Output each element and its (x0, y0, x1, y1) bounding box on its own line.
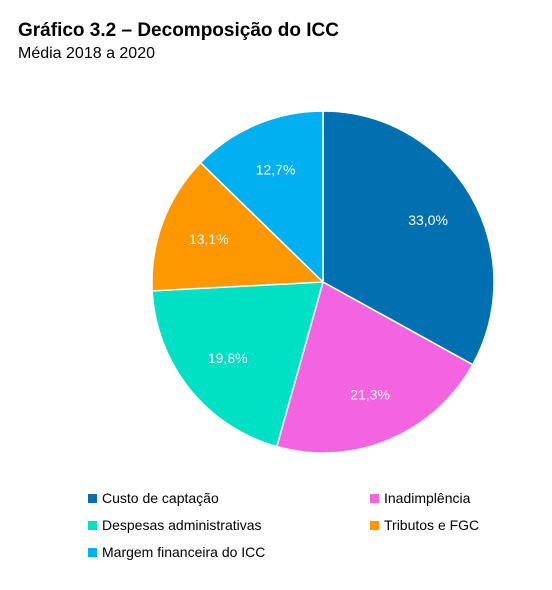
slice-data-label-1: 21,3% (350, 387, 390, 403)
pie-slice-0 (322, 110, 495, 366)
legend-label: Tributos e FGC (384, 517, 480, 533)
pie-slice-4 (199, 110, 324, 284)
legend-swatch (88, 547, 97, 557)
slice-data-label-0: 33,0% (408, 212, 448, 228)
legend-label: Inadimplência (384, 490, 471, 506)
slice-data-label-3: 13,1% (189, 231, 229, 247)
pie-slice-1 (275, 280, 474, 454)
legend-item-1: Inadimplência (370, 490, 470, 506)
legend-item-4: Margem financeira do ICC (88, 544, 265, 560)
legend-swatch (88, 493, 97, 503)
legend-label: Margem financeira do ICC (102, 544, 266, 560)
legend-swatch (370, 493, 379, 503)
legend-item-0: Custo de captação (88, 490, 219, 506)
pie-slice-2 (151, 281, 325, 448)
legend-swatch (370, 520, 379, 530)
pie-slice-3 (151, 161, 325, 292)
legend-swatch (88, 520, 97, 530)
legend-label: Custo de captação (102, 490, 219, 506)
chart-title: Gráfico 3.2 – Decomposição do ICC (18, 20, 339, 41)
chart-subtitle: Média 2018 a 2020 (18, 45, 155, 62)
legend-item-2: Despesas administrativas (88, 517, 262, 533)
legend-label: Despesas administrativas (102, 517, 262, 533)
slice-data-label-4: 12,7% (256, 162, 296, 178)
legend-item-3: Tributos e FGC (370, 517, 479, 533)
slice-data-label-2: 19,8% (208, 350, 248, 366)
